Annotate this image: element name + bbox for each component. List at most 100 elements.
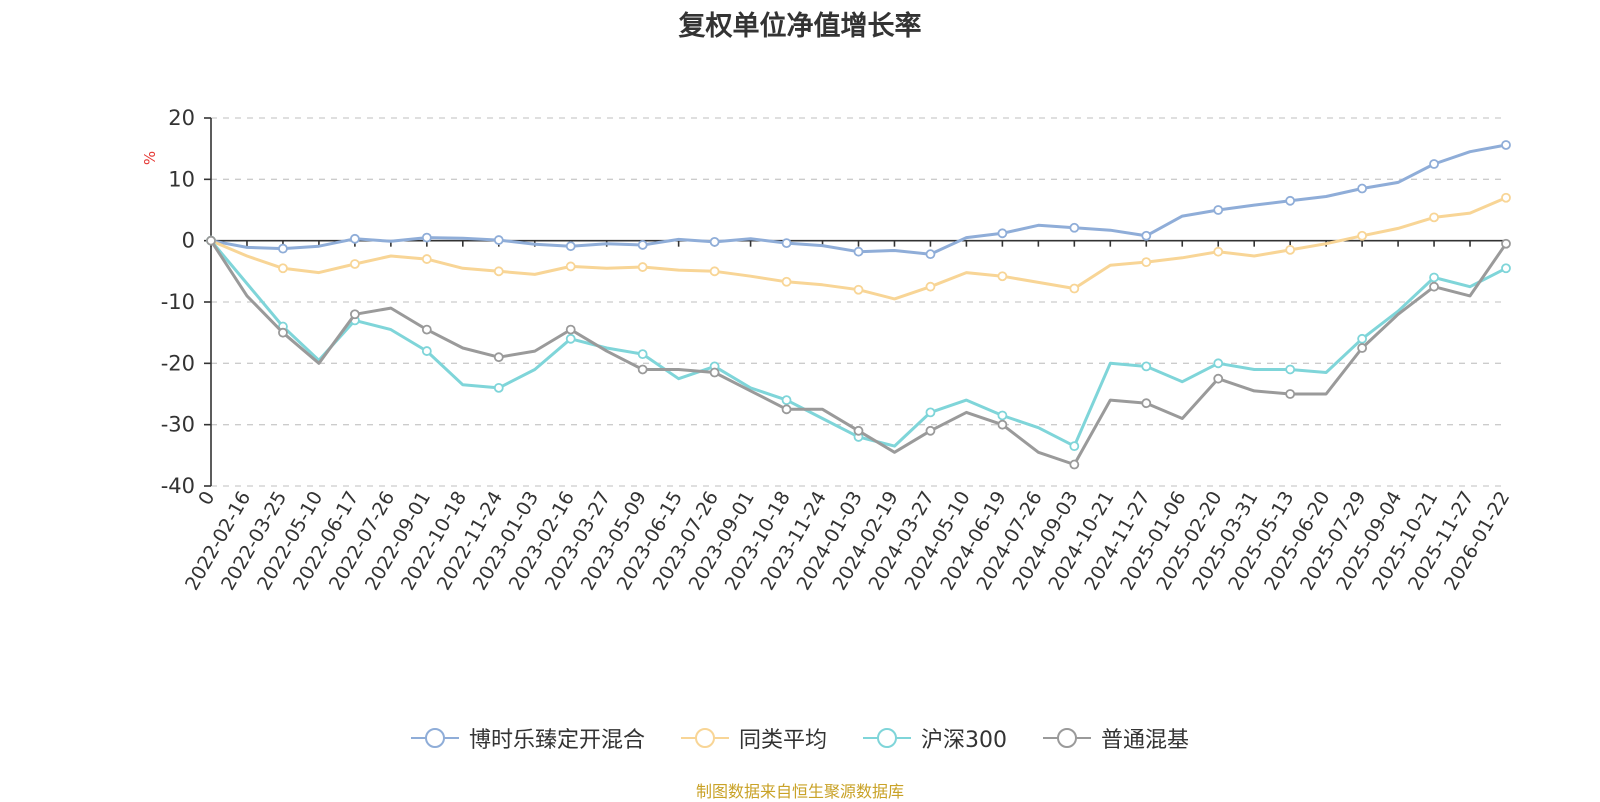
y-tick-label: 10 [168,167,195,191]
series-point[interactable] [1213,373,1224,384]
series-point[interactable] [493,352,504,363]
series-point[interactable] [1501,238,1511,249]
series-point[interactable] [349,233,360,244]
chart-title: 复权单位净值增长率 [678,11,922,42]
series-point[interactable] [853,284,864,295]
source-note: 制图数据来自恒生聚源数据库 [695,782,904,801]
series-point[interactable] [1069,283,1080,294]
legend-label: 普通混基 [1101,728,1190,753]
legend-label: 同类平均 [738,728,827,753]
series-point[interactable] [1501,140,1511,150]
series-point[interactable] [1213,205,1224,215]
legend-swatch [680,728,729,748]
series-point[interactable] [1285,195,1296,206]
series-point[interactable] [1285,364,1296,375]
series-point[interactable] [853,246,864,257]
legend-swatch [863,728,911,748]
series-point[interactable] [206,235,216,246]
series-point[interactable] [493,266,504,277]
y-tick-label: -20 [161,351,195,375]
series-point[interactable] [997,271,1008,282]
series-point[interactable] [709,236,720,247]
series-point[interactable] [781,238,792,249]
series-point[interactable] [1357,343,1368,353]
series-point[interactable] [1141,398,1152,409]
series-point[interactable] [1429,159,1439,169]
series-point[interactable] [637,262,648,272]
y-tick-label: 0 [182,229,195,253]
series-point[interactable] [637,240,648,250]
series-point[interactable] [1501,263,1511,274]
series-point[interactable] [1069,222,1080,233]
series-point[interactable] [1141,257,1152,268]
series-point[interactable] [1429,281,1439,292]
x-tick-label: 0 [194,488,219,509]
legend-swatch-circle [424,728,445,748]
series-point[interactable] [925,407,936,418]
legend-swatch-circle [694,728,715,748]
series-point[interactable] [421,346,432,356]
series-point[interactable] [637,349,648,360]
series-line-0[interactable] [210,143,1507,256]
series-point[interactable] [349,259,360,269]
legend-swatch [410,728,459,748]
series-point[interactable] [925,281,936,292]
series-point[interactable] [1429,212,1439,223]
series-point[interactable] [565,241,576,252]
legend-swatch-circle [1057,728,1077,748]
series-point[interactable] [565,333,576,344]
series-point[interactable] [925,249,936,260]
series-point[interactable] [565,261,576,272]
series-point[interactable] [637,364,648,375]
legend-item-1[interactable]: 同类平均 [680,722,827,754]
y-tick-label: 20 [168,106,195,130]
series-point[interactable] [925,425,936,436]
series-point[interactable] [709,367,720,378]
legend-swatch-circle [877,728,897,748]
legend-label: 博时乐臻定开混合 [468,728,645,753]
series-point[interactable] [1069,441,1080,452]
series-point[interactable] [1285,244,1296,255]
series-point[interactable] [781,276,792,287]
legend-item-0[interactable]: 博时乐臻定开混合 [410,722,645,754]
series-point[interactable] [493,382,504,393]
series-point[interactable] [1213,358,1224,369]
legend-item-3[interactable]: 普通混基 [1043,722,1189,754]
series-point[interactable] [1357,230,1368,241]
series-point[interactable] [421,254,432,264]
series-point[interactable] [1429,272,1439,283]
series-point[interactable] [997,410,1008,421]
series-point[interactable] [1285,389,1296,399]
legend-item-2[interactable]: 沪深300 [863,722,1007,754]
series-point[interactable] [1357,333,1368,344]
series-point[interactable] [1069,459,1080,470]
series-point[interactable] [421,324,432,335]
series-point[interactable] [1141,361,1152,372]
series-point[interactable] [278,243,288,254]
y-tick-label: -30 [161,413,195,437]
series-point[interactable] [278,327,288,338]
series-point[interactable] [421,232,432,243]
series-point[interactable] [781,404,792,415]
y-tick-label: -10 [161,290,195,314]
series-point[interactable] [349,309,360,320]
series-point[interactable] [853,425,864,436]
series-point[interactable] [1213,246,1224,257]
series-point[interactable] [1501,192,1511,203]
series-point[interactable] [493,235,504,245]
series-point[interactable] [781,395,792,406]
series-point[interactable] [278,263,288,274]
legend: 博时乐臻定开混合 同类平均 沪深300 普通混基 [0,722,1600,754]
series-point[interactable] [997,419,1008,430]
series-point[interactable] [997,228,1008,239]
series-point[interactable] [1357,183,1368,194]
series-point[interactable] [1141,230,1152,241]
y-tick-label: -40 [161,474,195,498]
legend-swatch [1043,728,1091,748]
series-point[interactable] [709,266,720,277]
y-axis-label: % [141,151,159,165]
series-line-2[interactable] [209,239,1507,448]
series-point[interactable] [565,324,576,335]
